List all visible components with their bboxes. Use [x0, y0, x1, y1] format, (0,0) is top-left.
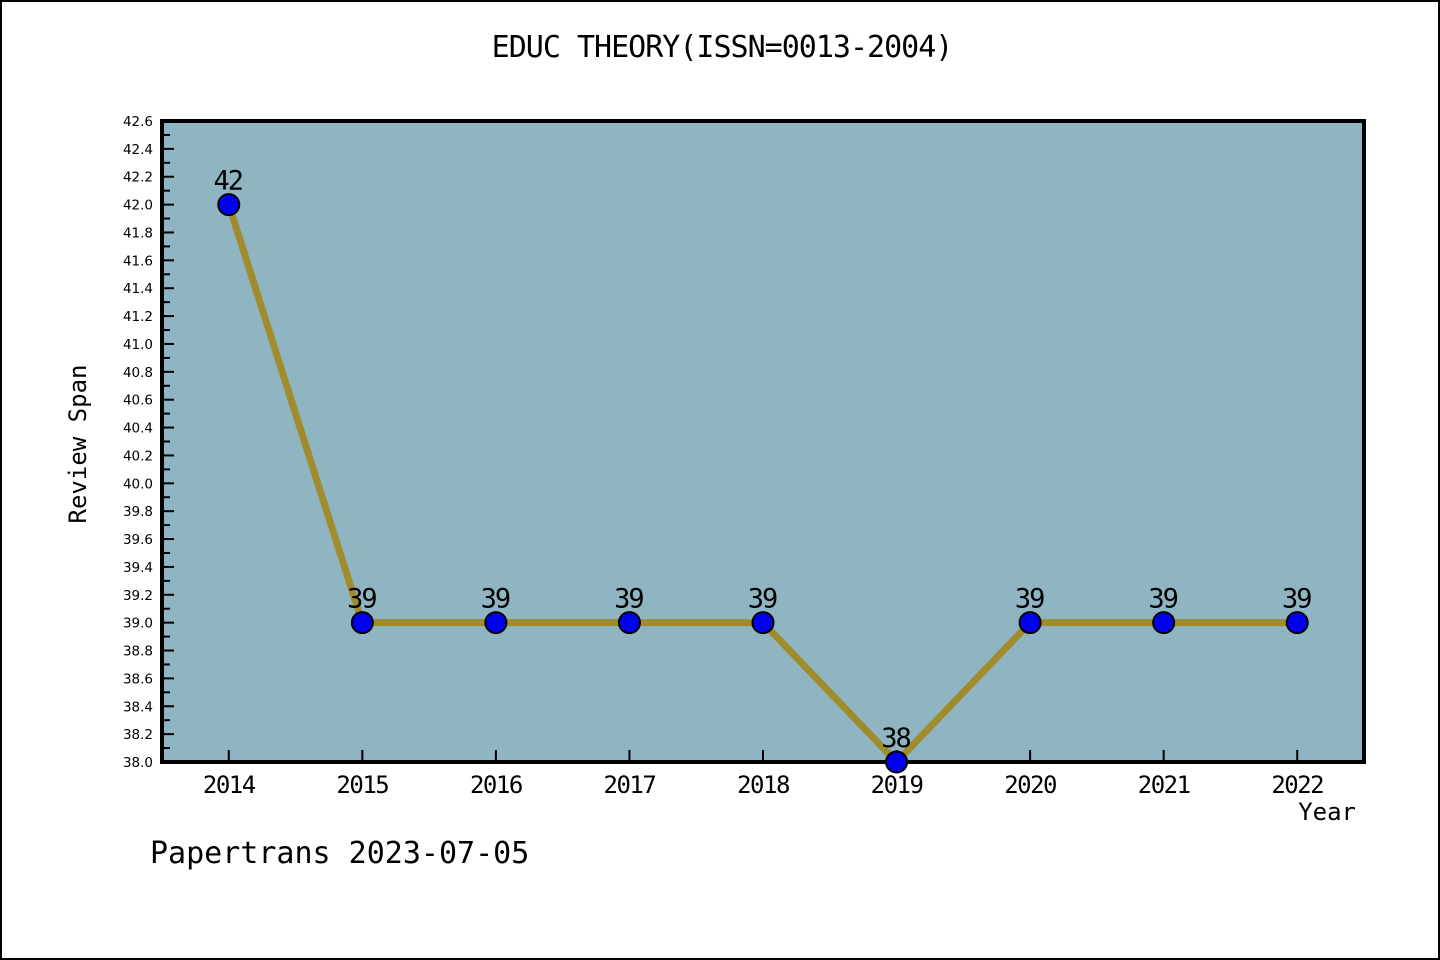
y-tick-label: 42.4: [123, 142, 153, 158]
y-tick-label: 39.0: [123, 616, 153, 632]
data-point-label: 39: [1282, 584, 1311, 615]
x-tick-label: 2021: [1138, 771, 1190, 799]
data-point: [1018, 611, 1042, 635]
data-point: [484, 611, 508, 635]
plot-background: [160, 119, 1366, 764]
x-tick-label: 2017: [604, 771, 656, 799]
y-tick-label: 38.6: [123, 671, 153, 687]
x-tick-label: 2016: [470, 771, 522, 799]
x-axis-label: Year: [1298, 798, 1356, 826]
y-tick-label: 39.6: [123, 532, 153, 548]
y-tick-label: 41.8: [123, 225, 153, 241]
data-point: [350, 611, 374, 635]
y-tick-label: 41.0: [123, 337, 153, 353]
data-point-label: 39: [1148, 584, 1177, 615]
data-point-label: 42: [214, 166, 243, 197]
data-point: [617, 611, 641, 635]
x-tick-label: 2020: [1004, 771, 1056, 799]
y-tick-label: 40.2: [123, 448, 153, 464]
x-tick-label: 2022: [1271, 771, 1323, 799]
y-tick-label: 38.4: [123, 699, 153, 715]
x-tick-label: 2015: [336, 771, 388, 799]
data-point: [1285, 611, 1309, 635]
data-point: [885, 750, 909, 774]
x-tick-label: 2018: [737, 771, 789, 799]
data-point-label: 38: [881, 723, 910, 754]
y-tick-label: 38.0: [123, 755, 153, 771]
y-tick-label: 39.2: [123, 588, 153, 604]
y-tick-label: 41.6: [123, 253, 153, 269]
y-tick-label: 42.0: [123, 198, 153, 214]
data-point-label: 39: [614, 584, 643, 615]
data-point-label: 39: [481, 584, 510, 615]
y-tick-label: 41.2: [123, 309, 153, 325]
data-point: [1152, 611, 1176, 635]
x-tick-label: 2014: [203, 771, 256, 799]
y-tick-label: 38.8: [123, 644, 153, 660]
y-tick-label: 38.2: [123, 727, 153, 743]
y-tick-label: 42.2: [123, 170, 153, 186]
data-point-label: 39: [748, 584, 777, 615]
y-tick-label: 40.8: [123, 365, 153, 381]
y-tick-label: 40.6: [123, 393, 153, 409]
y-tick-label: 39.4: [123, 560, 153, 576]
data-point-label: 39: [1015, 584, 1044, 615]
y-tick-label: 39.8: [123, 504, 153, 520]
footer-watermark: Papertrans 2023-07-05: [150, 836, 530, 871]
y-tick-label: 40.0: [123, 476, 153, 492]
data-point: [751, 611, 775, 635]
x-tick-label: 2019: [871, 771, 923, 799]
data-point: [217, 193, 241, 217]
y-tick-label: 42.6: [123, 114, 153, 130]
data-point-label: 39: [347, 584, 376, 615]
chart-title: EDUC THEORY(ISSN=0013-2004): [491, 30, 954, 65]
y-tick-label: 40.4: [123, 421, 153, 437]
y-tick-label: 41.4: [123, 281, 153, 297]
